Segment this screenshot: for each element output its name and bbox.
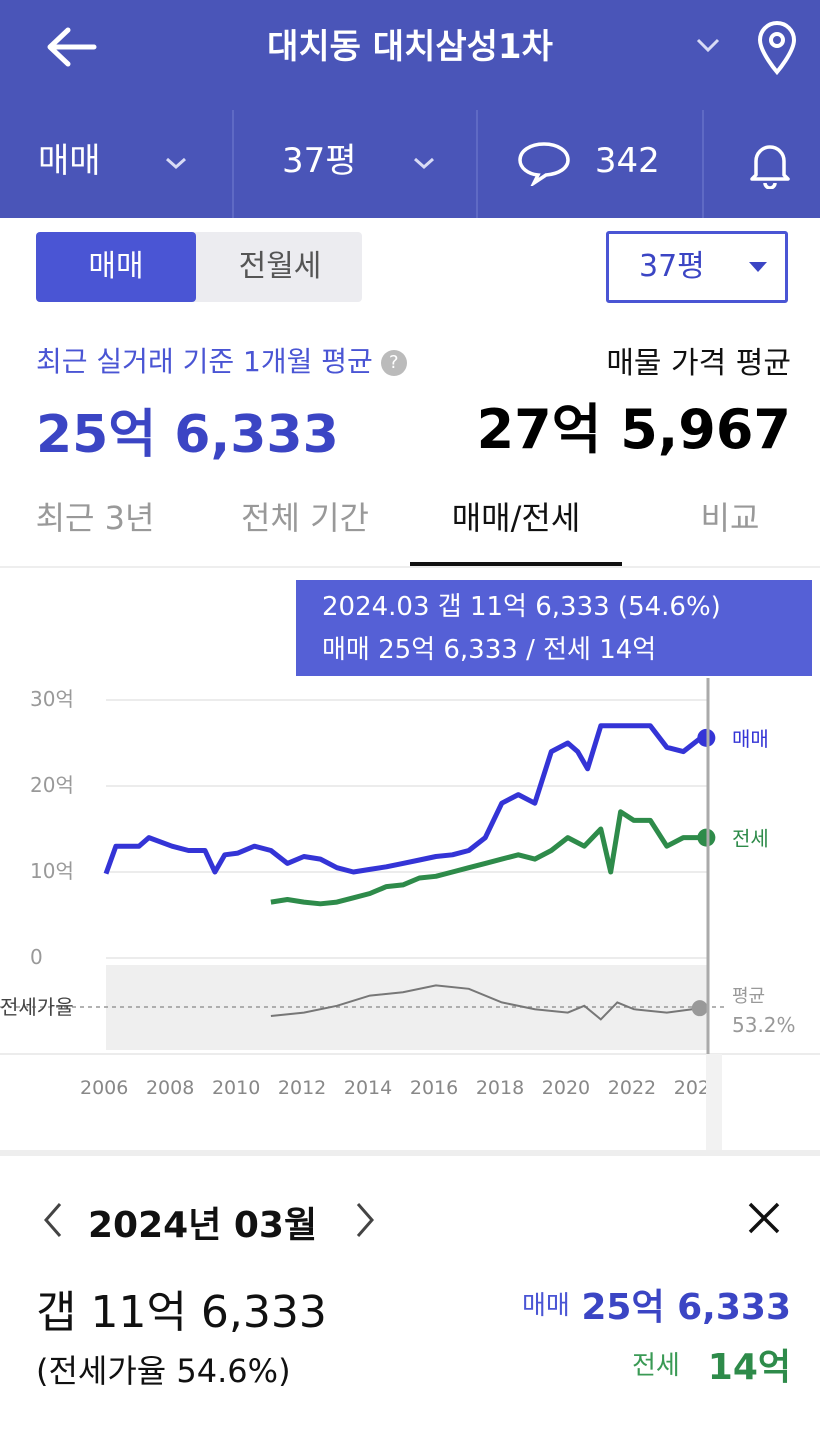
app-header: 대치동 대치삼성1차 매매 37평 342	[0, 0, 820, 218]
sale-series-label: 매매	[732, 727, 769, 751]
caret-down-icon	[749, 262, 767, 272]
x-tick-label: 2010	[212, 1077, 260, 1099]
chevron-left-icon[interactable]	[36, 1198, 72, 1242]
cursor-handle	[706, 1054, 722, 1150]
location-pin-icon[interactable]	[752, 20, 802, 76]
header-filter-row: 매매 37평 342	[0, 105, 820, 218]
comment-bubble-icon	[518, 141, 570, 186]
tooltip-line1: 2024.03 갭 11억 6,333 (54.6%)	[322, 592, 721, 622]
jeonse-ratio-line	[270, 984, 700, 1021]
x-tick-label: 2014	[344, 1077, 392, 1099]
x-tick-label: 2020	[542, 1077, 590, 1099]
listing-average-label: 매물 가격 평균	[606, 346, 791, 381]
listing-average-value: 27억 5,967	[476, 398, 791, 461]
jeonse-series-label: 전세	[732, 827, 769, 851]
y-tick-label: 30억	[30, 687, 74, 711]
ratio-average-label: 평균	[732, 986, 765, 1007]
x-tick-label: 2016	[410, 1077, 458, 1099]
ratio-average-value: 53.2%	[732, 1013, 796, 1037]
x-tick-label: 2018	[476, 1077, 524, 1099]
size-dropdown[interactable]: 37평	[606, 231, 788, 303]
tab-sale-jeonse[interactable]: 매매/전세	[451, 499, 581, 537]
comments-button[interactable]: 342	[516, 105, 660, 218]
jeonse-value: 14억	[707, 1347, 791, 1388]
ratio-end-point	[691, 1000, 708, 1017]
sale-price-line	[103, 723, 707, 875]
section-divider	[0, 1150, 820, 1156]
ratio-band	[106, 965, 708, 1050]
chevron-down-icon[interactable]	[690, 30, 726, 60]
close-icon[interactable]	[744, 1198, 784, 1238]
size-select-header[interactable]: 37평	[282, 105, 439, 218]
x-tick-label: 2008	[146, 1077, 194, 1099]
comment-count: 342	[594, 141, 660, 181]
segment-rent[interactable]: 전월세	[238, 249, 322, 284]
tabs-divider	[0, 566, 820, 568]
segment-sale[interactable]: 매매	[36, 232, 196, 302]
recent-average-label: 최근 실거래 기준 1개월 평균	[36, 345, 373, 378]
complex-title[interactable]: 대치동 대치삼성1차	[267, 27, 553, 67]
y-tick-label: 10억	[30, 859, 74, 883]
divider	[702, 110, 704, 218]
price-chart[interactable]: 30억 20억 10억 0 2006 2008 2010 2012 2014 2016 2018 20…	[0, 570, 820, 1150]
jeonse-ratio: (전세가율 54.6%)	[36, 1352, 291, 1390]
sale-label: 매매	[522, 1291, 570, 1321]
tab-recent-3y[interactable]: 최근 3년	[35, 499, 155, 537]
x-tick-label: 2022	[608, 1077, 656, 1099]
selected-month: 2024년 03월	[88, 1205, 318, 1246]
chevron-down-icon	[414, 157, 435, 169]
x-tick-label: 2006	[80, 1077, 128, 1099]
header-top-row: 대치동 대치삼성1차	[0, 0, 820, 100]
chevron-right-icon[interactable]	[346, 1198, 382, 1242]
y-tick-label: 20억	[30, 773, 74, 797]
sale-end-point	[697, 728, 716, 747]
recent-average-value: 25억 6,333	[36, 405, 339, 465]
tooltip-line2: 매매 25억 6,333 / 전세 14억	[322, 635, 656, 665]
size-label: 37평	[282, 141, 357, 181]
y-tick-label: 0	[30, 945, 43, 969]
divider	[232, 110, 234, 218]
jeonse-price-line	[270, 809, 707, 907]
x-tick-label: 2012	[278, 1077, 326, 1099]
period-tabs: 최근 3년 전체 기간 매매/전세 비교	[0, 470, 820, 566]
chevron-down-icon	[166, 157, 187, 169]
back-arrow-icon[interactable]	[40, 22, 100, 72]
jeonse-end-point	[697, 828, 716, 847]
gap-amount: 갭 11억 6,333	[36, 1287, 327, 1338]
sale-value: 25억 6,333	[581, 1287, 791, 1328]
ratio-axis-label: 전세가율	[0, 995, 74, 1019]
jeonse-label: 전세	[632, 1351, 680, 1381]
active-tab-underline	[410, 562, 622, 566]
tab-all-period[interactable]: 전체 기간	[241, 499, 369, 537]
bell-icon[interactable]	[746, 139, 794, 189]
divider	[476, 110, 478, 218]
trade-type-select[interactable]: 매매	[38, 105, 191, 218]
recent-average-label-row: 최근 실거래 기준 1개월 평균?	[36, 340, 407, 380]
size-dropdown-label: 37평	[639, 249, 705, 284]
tab-compare[interactable]: 비교	[700, 499, 760, 537]
tooltip-box	[296, 580, 812, 676]
trade-type-segment: 매매 전월세	[36, 232, 362, 302]
trade-type-label: 매매	[38, 141, 101, 181]
help-icon[interactable]: ?	[380, 350, 407, 376]
